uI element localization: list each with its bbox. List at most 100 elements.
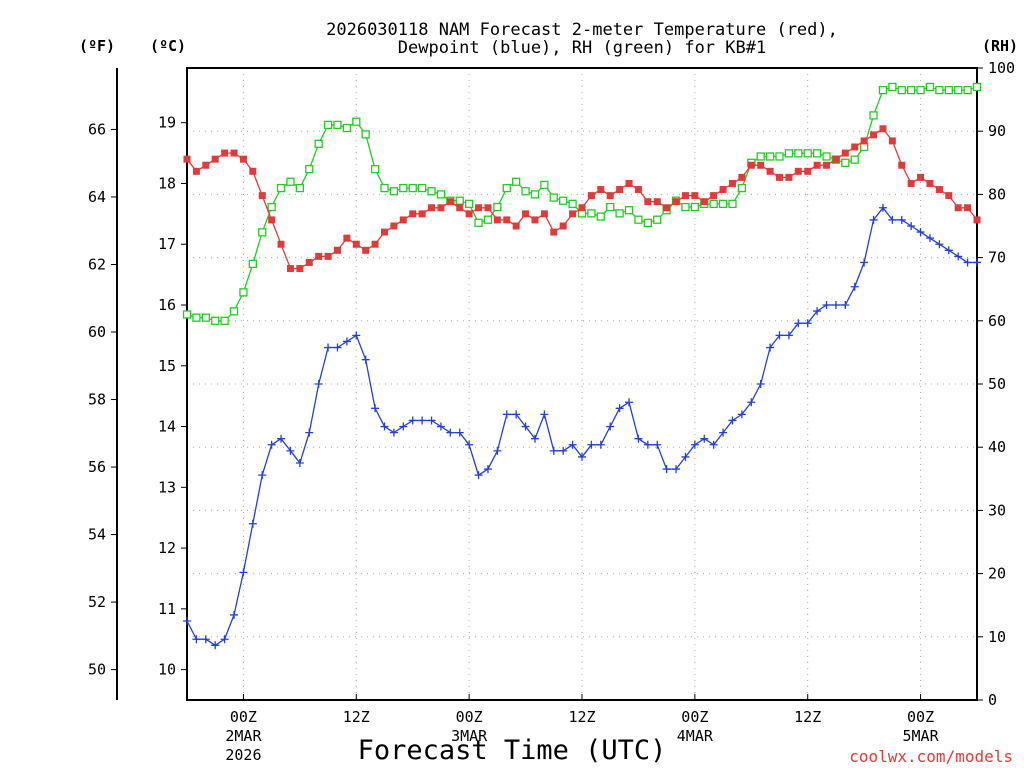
temperature-marker — [371, 240, 379, 248]
celsius-tick-label: 18 — [158, 174, 176, 192]
temperature-marker — [221, 149, 229, 157]
dewpoint-marker — [418, 416, 427, 425]
rh-marker — [907, 85, 916, 95]
temperature-marker — [823, 161, 831, 169]
dewpoint-marker — [878, 203, 887, 212]
temperature-marker — [587, 192, 595, 200]
temperature-marker — [681, 192, 689, 200]
temperature-marker — [851, 143, 859, 151]
rh-tick-label: 70 — [988, 249, 1006, 267]
chart-title-line2: Dewpoint (blue), RH (green) for KB#1 — [398, 38, 766, 58]
fahrenheit-axis: 50 52 54 56 58 60 62 64 66 — [88, 120, 117, 679]
dewpoint-line — [186, 206, 977, 647]
celsius-tick-label: 17 — [158, 235, 176, 253]
temperature-series — [183, 125, 981, 273]
credit-text: coolwx.com/models — [849, 747, 1013, 766]
time-tick-label: 00Z — [456, 708, 483, 726]
rh-marker — [380, 183, 389, 193]
rh-marker — [756, 152, 765, 161]
temperature-marker — [522, 210, 530, 218]
dewpoint-marker — [220, 635, 229, 644]
rh-marker — [530, 190, 540, 199]
celsius-tick-label: 10 — [158, 661, 176, 679]
temperature-marker — [653, 198, 661, 206]
rh-marker — [653, 215, 662, 224]
temperature-marker — [766, 167, 774, 175]
celsius-tick-label: 16 — [158, 296, 176, 314]
rh-marker — [333, 120, 342, 130]
time-tick-label: 00Z — [681, 708, 708, 726]
dewpoint-marker — [483, 465, 492, 474]
dewpoint-marker — [436, 422, 445, 431]
temperature-marker — [540, 210, 548, 218]
dewpoint-marker — [371, 404, 380, 413]
temperature-marker — [945, 192, 953, 200]
rh-marker — [229, 307, 239, 316]
temperature-marker — [663, 204, 671, 212]
year-tick-label: 2026 — [225, 746, 261, 764]
rh-marker — [784, 149, 794, 158]
temperature-marker — [700, 198, 708, 206]
rh-tick-label: 80 — [988, 185, 1006, 203]
temperature-marker — [634, 186, 642, 194]
temperature-marker — [493, 216, 501, 224]
temperature-marker — [973, 216, 981, 224]
dewpoint-marker — [399, 422, 408, 431]
temperature-marker — [860, 137, 868, 145]
temperature-marker — [550, 228, 558, 236]
chart-title-line1: 2026030118 NAM Forecast 2-meter Temperat… — [326, 20, 838, 40]
rh-marker — [963, 85, 972, 95]
time-tick-label: 12Z — [794, 708, 821, 726]
dewpoint-marker — [700, 434, 709, 443]
dewpoint-marker — [352, 331, 361, 340]
date-tick-label: 3MAR — [451, 727, 488, 745]
rh-tick-label: 60 — [988, 312, 1006, 330]
fahrenheit-tick-label: 58 — [88, 391, 106, 409]
temperature-marker — [794, 167, 802, 175]
rh-marker — [606, 202, 615, 212]
temperature-marker — [738, 173, 746, 181]
temperature-marker — [691, 192, 699, 200]
rh-marker — [192, 313, 201, 322]
temperature-marker — [644, 198, 652, 206]
temperature-marker — [399, 216, 407, 224]
temperature-marker — [183, 155, 191, 163]
fahrenheit-unit-label: (ºF) — [79, 37, 115, 55]
time-tick-label: 12Z — [343, 708, 370, 726]
rh-marker — [822, 152, 831, 161]
dewpoint-marker — [756, 380, 765, 388]
rh-marker — [436, 190, 446, 199]
rh-marker — [352, 117, 361, 126]
rh-tick-label: 90 — [988, 122, 1006, 140]
rh-marker — [399, 183, 408, 193]
time-tick-label: 00Z — [230, 708, 257, 726]
dewpoint-marker — [493, 446, 502, 455]
dewpoint-marker — [389, 428, 398, 437]
dewpoint-marker — [512, 410, 521, 419]
dewpoint-marker — [662, 465, 671, 474]
fahrenheit-tick-label: 56 — [88, 458, 106, 476]
rh-marker — [954, 85, 963, 95]
rh-marker — [972, 82, 982, 92]
dewpoint-marker — [954, 252, 963, 261]
dewpoint-marker — [211, 641, 220, 650]
rh-marker — [681, 202, 690, 212]
dewpoint-marker — [183, 617, 191, 625]
dewpoint-marker — [465, 440, 474, 449]
rh-marker — [512, 177, 521, 186]
rh-marker — [389, 187, 399, 196]
rh-tick-label: 10 — [988, 628, 1006, 646]
temperature-marker — [578, 204, 586, 212]
rh-marker — [417, 183, 427, 193]
dewpoint-marker — [201, 635, 210, 644]
temperature-marker — [776, 173, 783, 181]
fahrenheit-tick-label: 64 — [88, 188, 106, 206]
dewpoint-marker — [295, 459, 304, 467]
temperature-marker — [954, 204, 962, 212]
temperature-marker — [390, 222, 398, 230]
temperature-line — [186, 127, 978, 270]
dewpoint-marker — [813, 307, 822, 316]
rh-marker — [916, 85, 925, 95]
dewpoint-marker — [935, 240, 944, 249]
